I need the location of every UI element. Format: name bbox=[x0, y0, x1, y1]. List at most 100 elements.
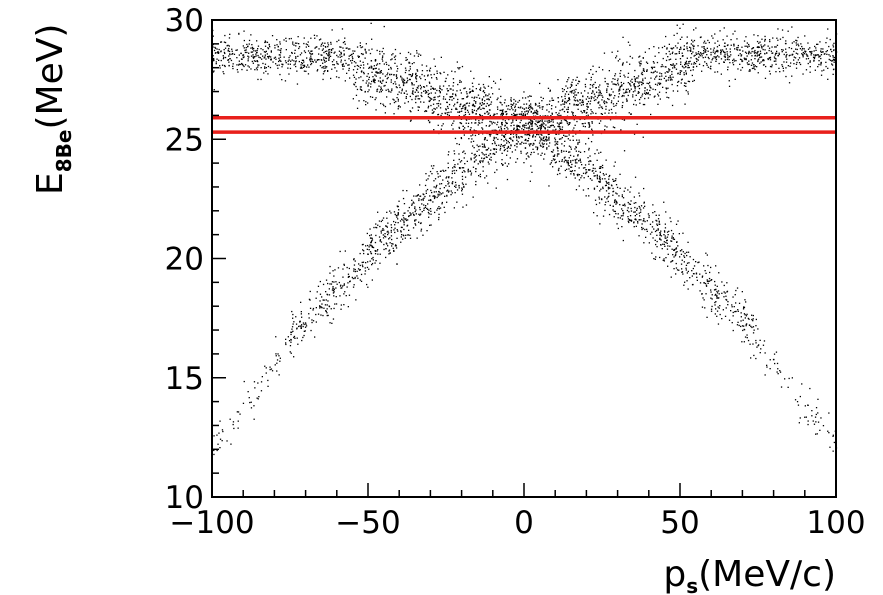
data-point bbox=[290, 333, 292, 336]
data-point bbox=[228, 45, 230, 47]
data-point bbox=[568, 97, 570, 100]
data-point bbox=[601, 178, 604, 180]
data-point bbox=[633, 202, 635, 204]
data-point bbox=[459, 89, 461, 91]
data-point bbox=[604, 129, 606, 131]
data-point bbox=[550, 162, 552, 164]
data-point bbox=[676, 85, 679, 87]
data-point bbox=[635, 104, 637, 106]
data-point bbox=[552, 119, 554, 121]
data-point bbox=[523, 129, 525, 131]
data-point bbox=[452, 122, 454, 124]
data-point bbox=[656, 223, 658, 225]
data-point bbox=[734, 311, 736, 313]
data-point bbox=[227, 44, 229, 46]
data-point bbox=[304, 326, 307, 328]
data-point bbox=[539, 127, 542, 129]
data-point bbox=[685, 89, 687, 92]
data-point bbox=[359, 67, 361, 69]
data-point bbox=[337, 63, 339, 65]
data-point bbox=[413, 202, 415, 204]
data-point bbox=[702, 57, 704, 59]
data-point bbox=[310, 329, 312, 332]
data-point bbox=[667, 71, 669, 73]
data-point bbox=[588, 126, 590, 128]
data-point bbox=[769, 39, 771, 41]
data-point bbox=[807, 42, 809, 44]
data-point bbox=[283, 39, 285, 41]
data-point bbox=[672, 64, 674, 66]
data-point bbox=[805, 50, 807, 53]
data-point bbox=[740, 54, 743, 56]
data-point bbox=[503, 149, 505, 152]
data-point bbox=[405, 218, 407, 220]
data-point bbox=[620, 70, 622, 72]
data-point bbox=[629, 55, 631, 58]
data-point bbox=[606, 102, 608, 104]
data-point bbox=[614, 78, 616, 80]
data-point bbox=[461, 178, 464, 180]
data-point bbox=[382, 237, 385, 239]
data-point bbox=[725, 48, 727, 50]
data-point bbox=[455, 169, 458, 172]
data-point bbox=[448, 111, 450, 114]
data-point bbox=[447, 162, 449, 164]
data-point bbox=[501, 114, 504, 116]
data-point bbox=[725, 295, 727, 297]
data-point bbox=[714, 289, 717, 291]
data-point bbox=[556, 173, 559, 176]
data-point bbox=[228, 47, 230, 50]
data-point bbox=[512, 109, 514, 111]
data-point bbox=[298, 46, 301, 48]
data-point bbox=[344, 80, 346, 82]
data-point bbox=[429, 67, 432, 69]
data-point bbox=[327, 55, 330, 57]
data-point bbox=[462, 128, 465, 131]
data-point bbox=[575, 146, 577, 149]
data-point bbox=[397, 106, 400, 108]
data-point bbox=[829, 55, 831, 57]
data-point bbox=[806, 54, 808, 56]
data-point bbox=[368, 268, 370, 270]
data-point bbox=[403, 217, 405, 219]
data-point bbox=[230, 443, 232, 445]
data-point bbox=[473, 154, 475, 156]
data-point bbox=[794, 399, 797, 401]
data-point bbox=[363, 73, 365, 75]
data-point bbox=[594, 175, 596, 177]
data-point bbox=[343, 65, 345, 67]
data-point bbox=[333, 289, 335, 291]
data-point bbox=[527, 122, 530, 124]
data-point bbox=[563, 119, 566, 121]
data-point bbox=[377, 80, 380, 82]
data-point bbox=[378, 68, 380, 70]
data-point bbox=[469, 170, 472, 172]
data-point bbox=[655, 219, 657, 222]
data-point bbox=[290, 37, 292, 40]
data-point bbox=[352, 286, 355, 288]
data-point bbox=[679, 70, 681, 72]
data-point bbox=[411, 199, 413, 201]
data-point bbox=[746, 334, 748, 336]
data-point bbox=[285, 342, 287, 344]
data-point bbox=[586, 108, 588, 110]
data-point bbox=[707, 264, 709, 267]
data-point bbox=[745, 57, 747, 60]
data-point bbox=[511, 113, 513, 116]
data-point bbox=[822, 51, 824, 53]
data-point bbox=[429, 195, 431, 197]
data-point bbox=[730, 39, 732, 41]
data-point bbox=[233, 53, 236, 55]
data-point bbox=[371, 71, 373, 73]
data-point bbox=[539, 125, 541, 127]
data-point bbox=[479, 145, 481, 147]
data-point bbox=[598, 66, 600, 68]
data-point bbox=[782, 70, 785, 72]
data-point bbox=[778, 53, 780, 55]
data-point bbox=[652, 204, 654, 206]
data-point bbox=[503, 136, 506, 138]
data-point bbox=[731, 304, 733, 306]
data-point bbox=[405, 57, 407, 59]
data-point bbox=[617, 217, 619, 219]
data-point bbox=[477, 108, 479, 110]
